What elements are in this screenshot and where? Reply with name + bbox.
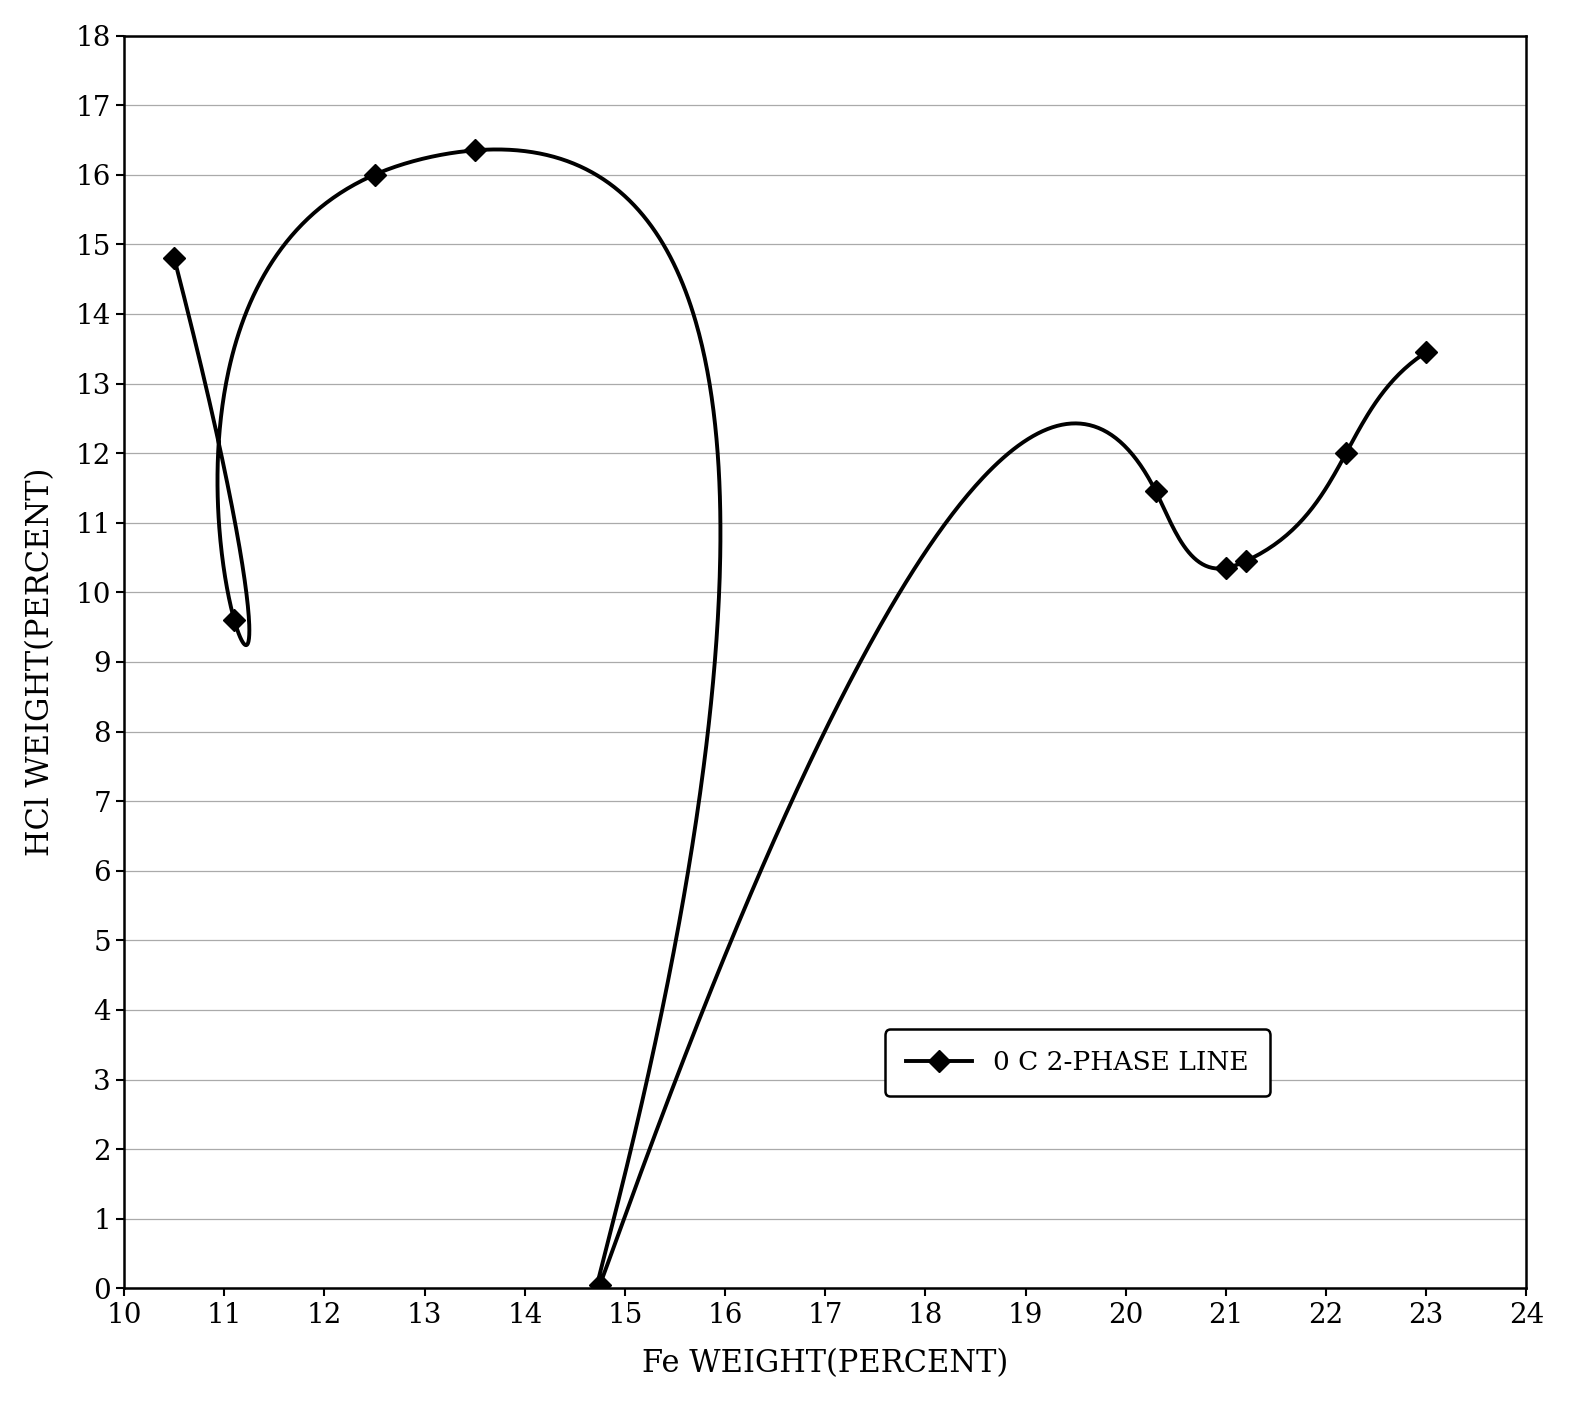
X-axis label: Fe WEIGHT(PERCENT): Fe WEIGHT(PERCENT) [642, 1348, 1009, 1379]
Y-axis label: HCl WEIGHT(PERCENT): HCl WEIGHT(PERCENT) [25, 468, 56, 856]
Legend: 0 C 2-PHASE LINE: 0 C 2-PHASE LINE [885, 1029, 1271, 1097]
